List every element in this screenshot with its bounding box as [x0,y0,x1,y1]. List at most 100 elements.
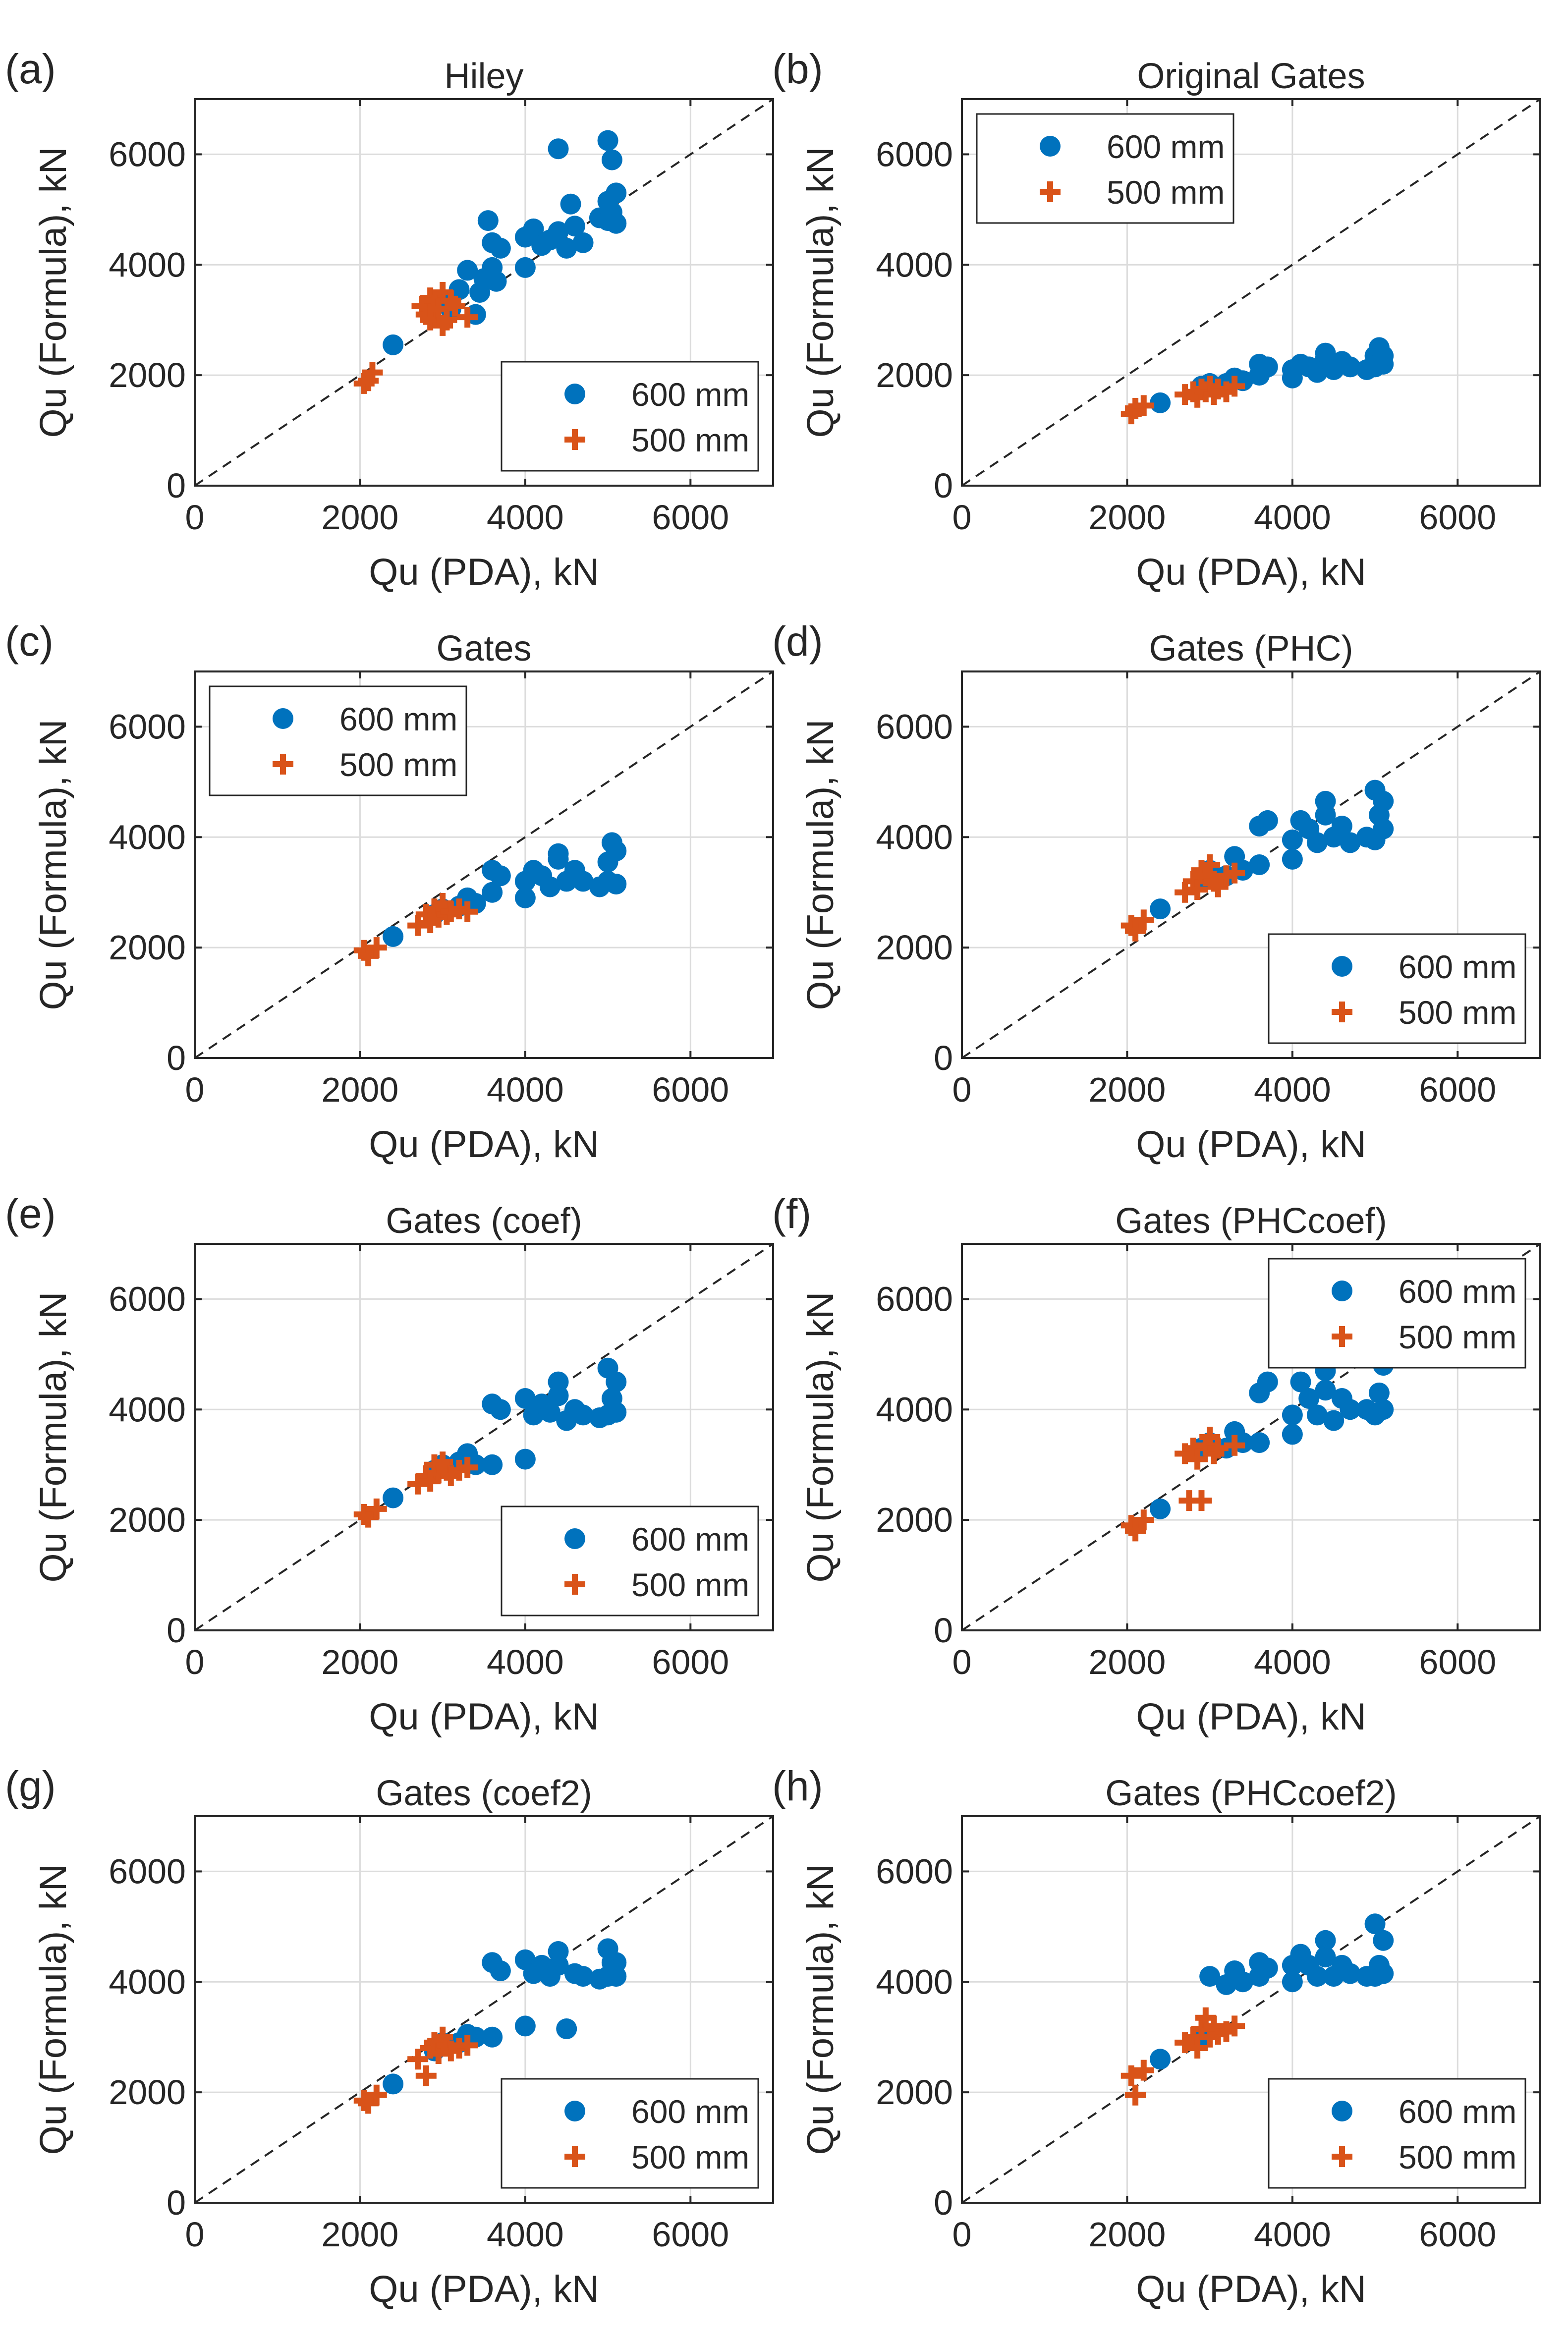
legend-box [209,685,467,796]
x-tick-label: 4000 [1254,1070,1331,1109]
data-point-600mm [1249,1432,1270,1453]
legend-label: 600 mm [1399,948,1516,985]
data-point-600mm [383,2073,404,2095]
chart-title: Gates (coef) [386,1201,582,1241]
data-point-600mm [448,279,470,300]
legend: 600 mm 500 mm [1268,2078,1526,2189]
data-point-500mm [1133,909,1154,931]
axes-frame [194,1815,774,2204]
data-point-600mm [564,216,585,237]
x-tick-label: 4000 [487,498,564,537]
data-point-600mm [1373,1399,1394,1420]
data-point-500mm [1133,1509,1154,1531]
data-point-600mm [514,1449,536,1470]
panel-label: (c) [5,618,54,665]
legend-marker-500mm [1040,181,1061,202]
data-point-500mm [407,2049,429,2070]
data-point-500mm [415,2065,437,2086]
x-axis-label: Qu (PDA), kN [1136,1696,1366,1738]
data-point-600mm [1306,1404,1328,1426]
data-point-500mm [1224,2015,1245,2037]
y-tick-label: 0 [934,466,953,505]
legend-label: 500 mm [631,1566,749,1603]
legend: 600 mm 500 mm [1268,1258,1526,1369]
data-point-600mm [601,149,622,170]
data-point-600mm [482,2026,503,2048]
data-point-500mm [1191,1490,1212,1511]
data-point-600mm [572,1404,594,1426]
data-point-600mm [1150,2049,1171,2070]
axes-frame [961,1243,1541,1631]
data-point-500mm [436,309,457,331]
legend-marker-500mm [1332,2146,1352,2167]
data-point-600mm [383,1487,404,1508]
axes-frame [961,98,1541,487]
data-point-600mm [1315,1947,1336,1968]
chart-title: Original Gates [1137,56,1365,96]
y-tick-label: 6000 [876,1280,953,1318]
x-tick-label: 2000 [322,1643,399,1681]
legend-label: 500 mm [339,746,457,783]
y-tick-label: 4000 [109,1962,186,2001]
x-tick-label: 2000 [1089,1643,1166,1681]
data-point-600mm [1282,1424,1303,1445]
data-point-600mm [1340,1399,1361,1420]
x-tick-label: 6000 [652,2215,729,2254]
legend-marker-600mm [564,384,585,404]
legend-marker-500mm [273,754,293,775]
legend-label: 500 mm [1399,1319,1516,1355]
legend-marker-600mm [1332,1281,1352,1301]
data-point-600mm [1249,854,1270,875]
x-axis-label: Qu (PDA), kN [369,1696,599,1738]
x-tick-label: 4000 [1254,1643,1331,1681]
data-point-600mm [606,1401,627,1423]
legend-marker-500mm [564,2146,585,2167]
chart-panel: (d) Gates (PHC) 0 2000 4000 6000 0 2000 4000 6000… [772,618,1541,1166]
x-tick-label: 2000 [322,2215,399,2254]
data-point-600mm [1257,356,1278,378]
y-tick-label: 2000 [876,928,953,967]
y-tick-label: 2000 [109,356,186,394]
data-point-600mm [1290,1371,1311,1393]
y-tick-label: 6000 [876,135,953,173]
chart-title: Gates (coef2) [376,1774,592,1813]
data-point-500mm [457,901,478,922]
y-tick-label: 6000 [109,1852,186,1891]
reference-line [194,1243,774,1631]
legend-box [1268,933,1526,1044]
data-point-500mm [1125,920,1146,942]
x-tick-label: 0 [185,2215,205,2254]
y-axis-label: Qu (Formula), kN [32,720,74,1010]
data-point-600mm [1150,392,1171,413]
data-point-500mm [457,2035,478,2056]
x-tick-label: 0 [952,1643,972,1681]
y-tick-label: 0 [934,1039,953,1077]
data-point-600mm [1340,1963,1361,1984]
y-axis-label: Qu (Formula), kN [799,147,841,438]
data-point-500mm [457,1457,478,1478]
x-axis-label: Qu (PDA), kN [1136,1123,1366,1166]
x-tick-label: 2000 [1089,1070,1166,1109]
x-tick-label: 6000 [1419,2215,1496,2254]
x-tick-label: 2000 [1089,2215,1166,2254]
data-point-600mm [1257,810,1278,831]
x-tick-label: 2000 [322,498,399,537]
data-point-500mm [1199,1427,1221,1448]
data-point-600mm [1306,1966,1328,1987]
x-tick-label: 4000 [487,1070,564,1109]
axes-frame [194,98,774,487]
panel-label: (d) [772,618,823,665]
data-point-600mm [597,130,618,151]
data-point-600mm [486,271,507,292]
x-tick-label: 2000 [322,1070,399,1109]
y-tick-label: 0 [167,466,186,505]
data-point-600mm [1199,1966,1221,1987]
legend-box [501,2078,759,2189]
data-point-600mm [1298,1388,1320,1409]
x-axis-label: Qu (PDA), kN [369,2268,599,2310]
y-tick-label: 4000 [109,818,186,856]
data-point-600mm [1315,1380,1336,1401]
data-point-600mm [548,138,569,160]
data-point-600mm [457,260,478,281]
data-point-600mm [514,887,536,908]
